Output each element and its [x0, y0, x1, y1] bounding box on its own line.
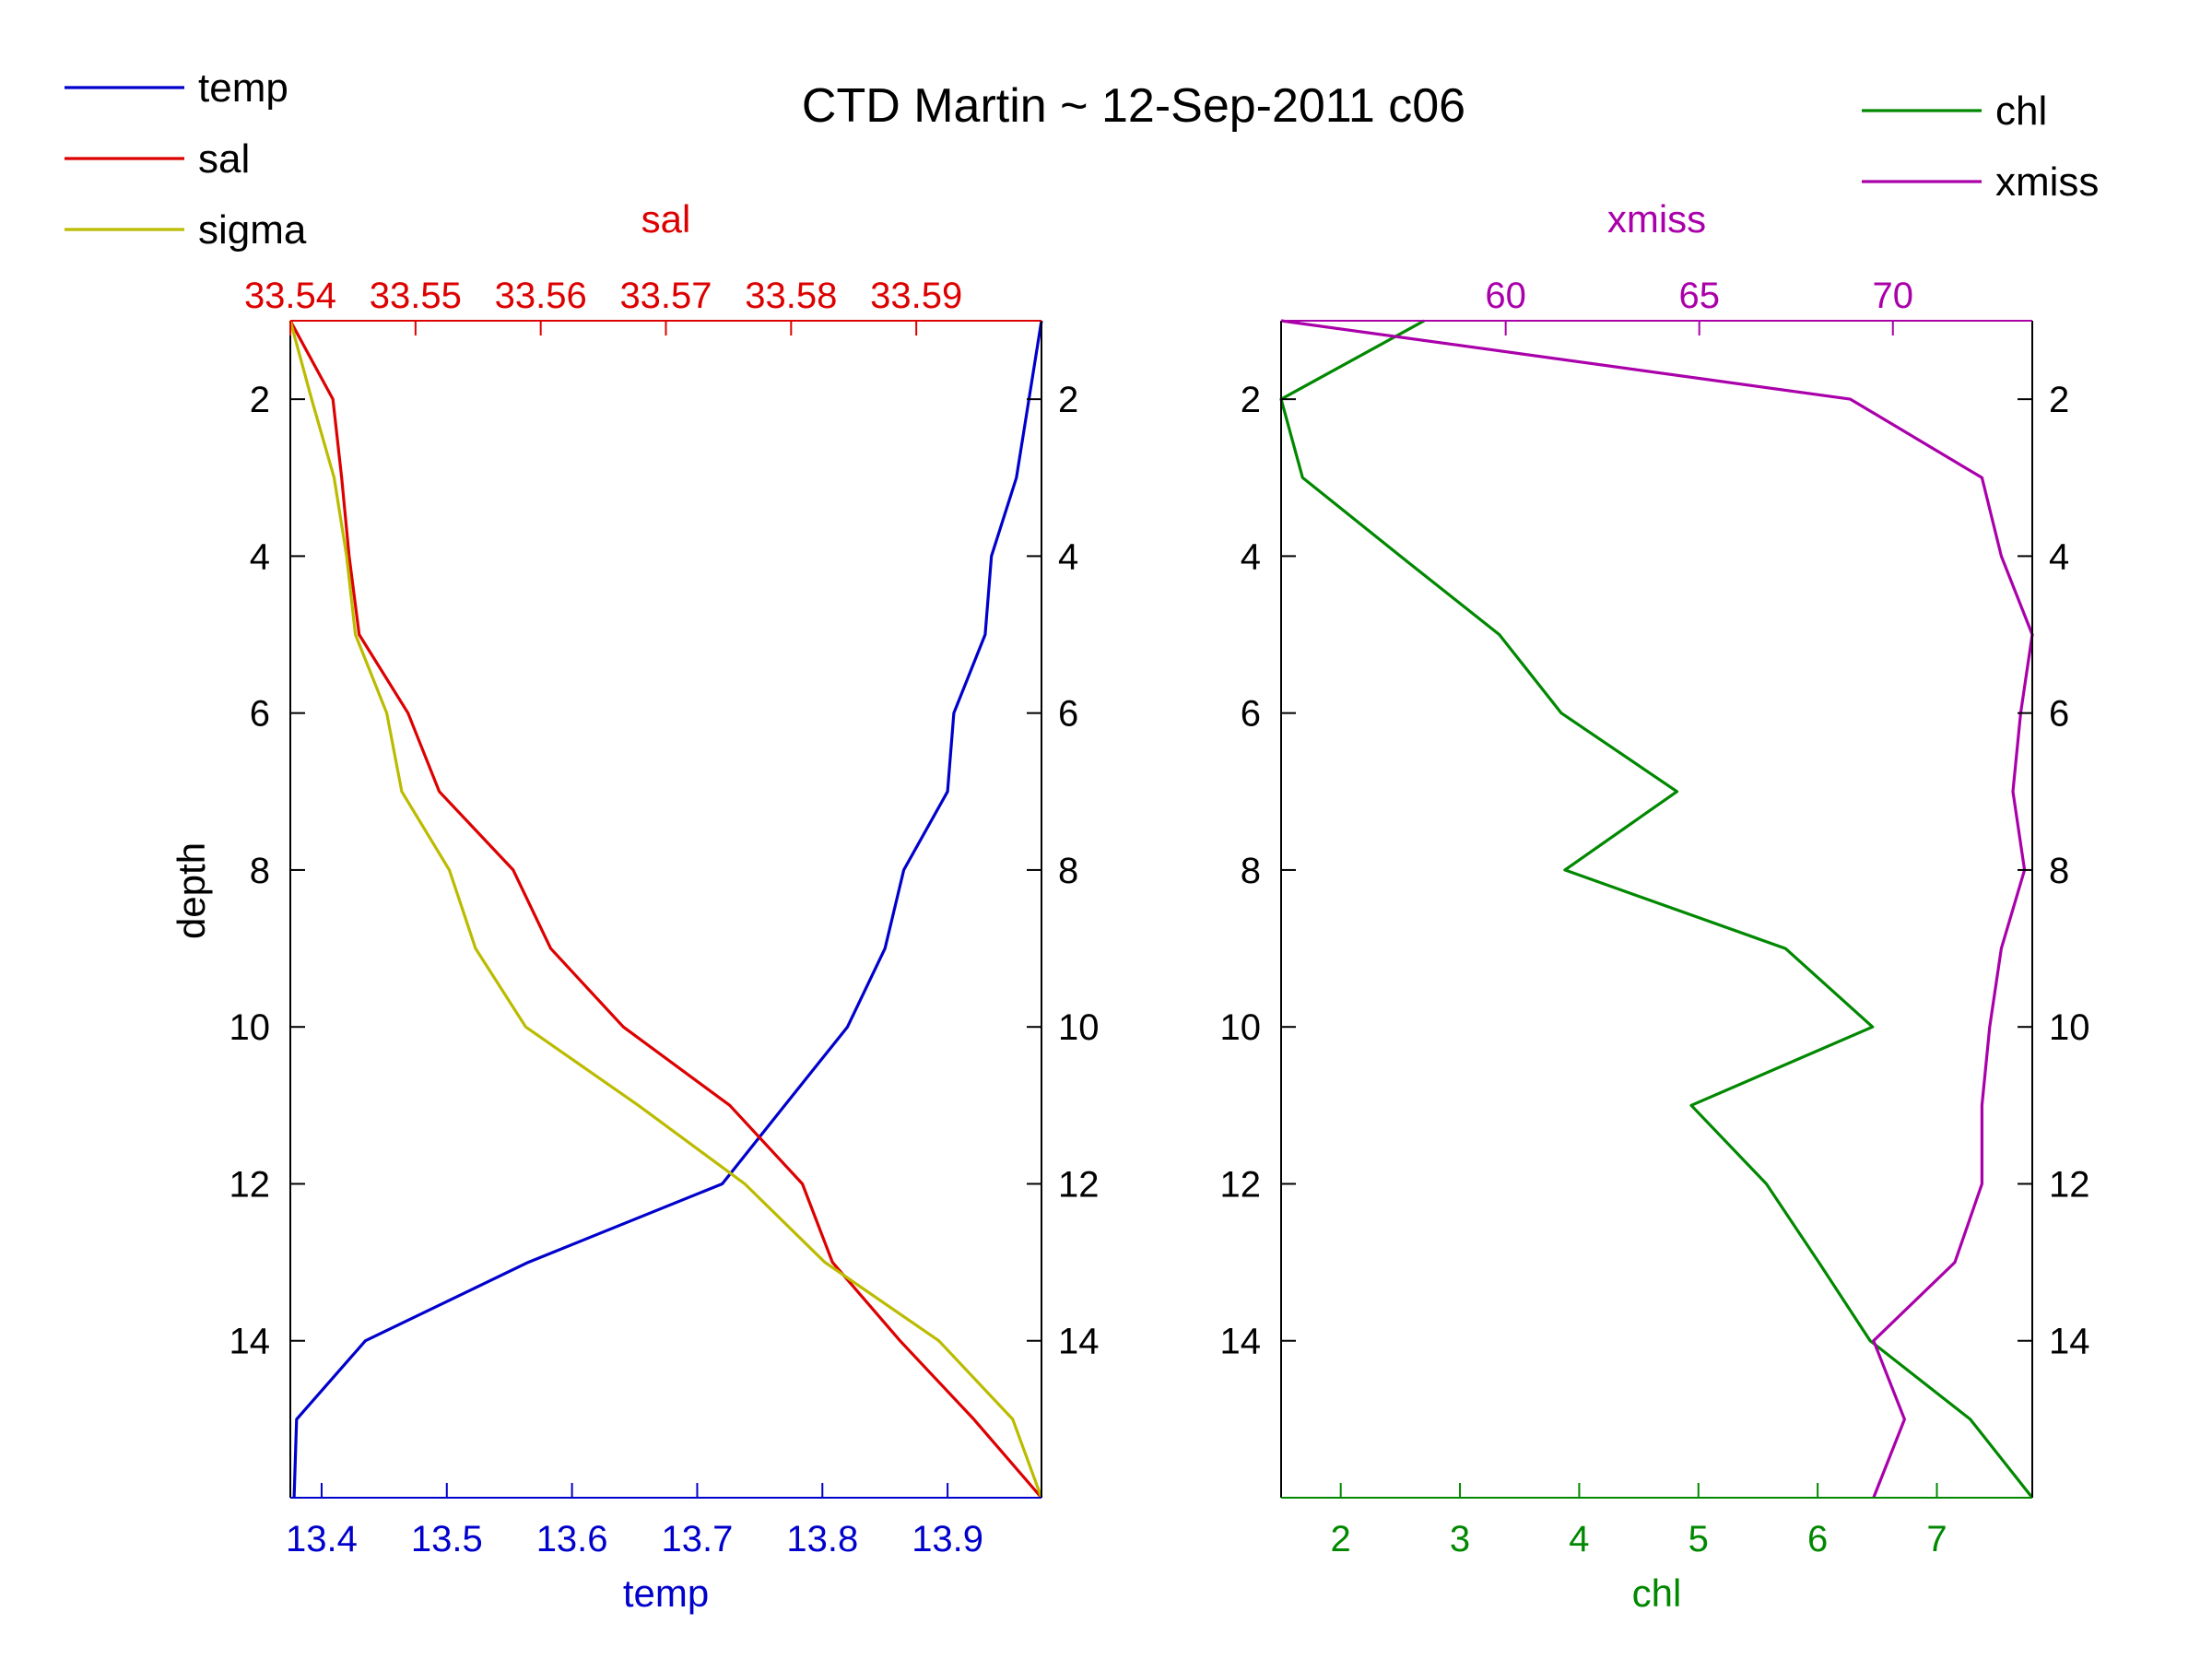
y-tick-label-left: 12	[1220, 1164, 1262, 1205]
y-tick-label-left: 6	[250, 694, 270, 735]
x-top-tick-label: 33.58	[745, 276, 837, 316]
y-tick-label-right: 10	[2049, 1007, 2090, 1048]
x-bottom-tick-label: 13.8	[786, 1519, 858, 1559]
y-tick-label-right: 8	[2049, 851, 2069, 891]
x-top-tick-label: 33.56	[495, 276, 587, 316]
y-tick-label-right: 4	[1058, 536, 1078, 577]
series-line-chl	[1279, 319, 2034, 1499]
x-bottom-axis-label: temp	[623, 1571, 709, 1615]
series-line-sal	[288, 320, 1043, 1500]
y-tick-label-left: 2	[1241, 380, 1261, 420]
y-tick-label-right: 6	[1058, 694, 1078, 735]
y-tick-label-right: 12	[2049, 1164, 2090, 1205]
y-tick-label-right: 4	[2049, 536, 2069, 577]
legend-label-chl: chl	[1995, 88, 2047, 134]
chart-title: CTD Martin ~ 12-Sep-2011 c06	[802, 79, 1465, 133]
legend-right: chl xmiss	[1862, 88, 2099, 205]
x-top-tick-label: 70	[1873, 276, 1914, 316]
legend-label-temp: temp	[198, 65, 288, 111]
y-tick-label-left: 2	[250, 380, 270, 420]
x-bottom-tick-label: 13.4	[286, 1519, 358, 1559]
y-tick-label-left: 14	[229, 1322, 271, 1362]
legend-label-sigma: sigma	[198, 207, 307, 253]
y-tick-label-left: 4	[1241, 536, 1261, 577]
x-top-tick-label: 65	[1678, 276, 1720, 316]
y-tick-label-left: 4	[250, 536, 270, 577]
x-bottom-tick-label: 13.7	[662, 1519, 734, 1559]
legend-label-xmiss: xmiss	[1995, 159, 2099, 205]
y-tick-label-left: 12	[229, 1164, 271, 1205]
y-tick-label-right: 10	[1058, 1007, 1100, 1048]
x-bottom-tick-label: 3	[1450, 1519, 1470, 1559]
panel-temp-sal: 2 2 4 4 6 6 8 8 10 10 12 12 14 14 13.4 13.5 13.6 13.7 13.8…	[170, 197, 1100, 1615]
y-tick-label-left: 14	[1220, 1322, 1262, 1362]
x-bottom-tick-label: 5	[1688, 1519, 1709, 1559]
x-bottom-tick-label: 13.6	[536, 1519, 608, 1559]
x-top-tick-label: 33.55	[370, 276, 462, 316]
y-tick-label-right: 14	[2049, 1322, 2090, 1362]
x-top-tick-label: 33.57	[619, 276, 712, 316]
x-top-tick-label: 33.54	[244, 276, 336, 316]
x-bottom-tick-label: 13.5	[411, 1519, 483, 1559]
y-tick-label-left: 10	[229, 1007, 271, 1048]
series-line-sigma	[288, 320, 1043, 1499]
series-line-xmiss	[1280, 319, 2034, 1499]
y-tick-label-left: 8	[1241, 851, 1261, 891]
x-bottom-tick-label: 4	[1569, 1519, 1589, 1559]
y-tick-label-right: 8	[1058, 851, 1078, 891]
x-bottom-tick-label: 13.9	[912, 1519, 983, 1559]
y-tick-label-right: 2	[2049, 380, 2069, 420]
y-axis-label: depth	[170, 842, 213, 939]
y-tick-label-right: 2	[1058, 380, 1078, 420]
x-top-tick-label: 33.59	[870, 276, 962, 316]
x-top-axis-label: sal	[641, 197, 691, 241]
x-top-tick-label: 60	[1485, 276, 1526, 316]
x-bottom-tick-label: 6	[1807, 1519, 1828, 1559]
series-line-temp	[292, 320, 1043, 1499]
x-top-axis-label: xmiss	[1607, 197, 1706, 241]
legend-left: temp sal sigma	[65, 65, 307, 253]
y-tick-label-left: 10	[1220, 1007, 1262, 1048]
legend-label-sal: sal	[198, 136, 250, 182]
y-tick-label-right: 12	[1058, 1164, 1100, 1205]
panel-chl-xmiss: 2 2 4 4 6 6 8 8 10 10 12 12 14 14 2 3 4 5 6 7 60 65 70 chl xmiss	[1220, 197, 2090, 1615]
x-bottom-tick-label: 2	[1331, 1519, 1351, 1559]
x-bottom-tick-label: 7	[1926, 1519, 1947, 1559]
y-tick-label-left: 8	[250, 851, 270, 891]
y-tick-label-left: 6	[1241, 694, 1261, 735]
y-tick-label-right: 6	[2049, 694, 2069, 735]
x-bottom-axis-label: chl	[1632, 1571, 1682, 1615]
y-tick-label-right: 14	[1058, 1322, 1100, 1362]
